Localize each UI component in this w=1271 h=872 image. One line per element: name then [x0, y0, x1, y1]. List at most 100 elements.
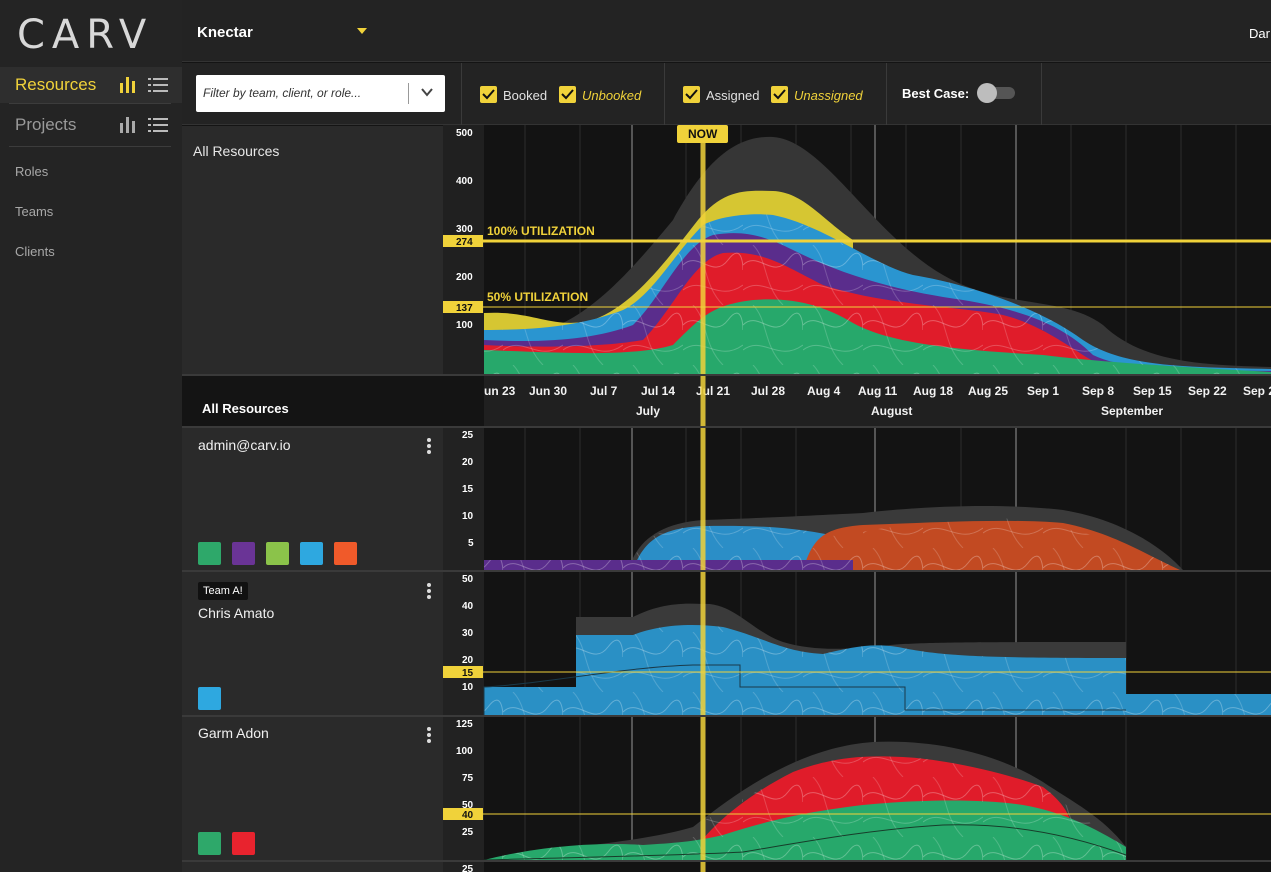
y-tick: 25: [462, 864, 474, 872]
capacity-badge-text: 274: [456, 237, 473, 248]
unbooked-checkbox[interactable]: [559, 86, 576, 103]
summary-title: All Resources: [193, 143, 280, 159]
role-color-chip: [300, 542, 323, 565]
utilization-100-label: 100% UTILIZATION: [487, 224, 595, 238]
assigned-checkbox[interactable]: [683, 86, 700, 103]
list-icon[interactable]: [148, 77, 168, 93]
y-tick: 300: [456, 224, 473, 235]
date-label: Sep 1: [1027, 384, 1059, 398]
y-tick: 10: [462, 511, 474, 522]
bar-chart-icon[interactable]: [119, 117, 137, 133]
role-color-chip: [198, 832, 221, 855]
resource-name[interactable]: Chris Amato: [198, 605, 275, 621]
y-tick: 100: [456, 320, 473, 331]
date-labels: un 23 Jun 30 Jul 7 Jul 14 Jul 21 Jul 28 …: [484, 384, 1271, 418]
y-tick: 50: [462, 574, 474, 585]
y-tick: 75: [462, 773, 474, 784]
filter-separator: [461, 63, 462, 125]
date-label: Sep 2: [1243, 384, 1271, 398]
filter-placeholder: Filter by team, client, or role...: [203, 86, 362, 100]
org-name[interactable]: Knectar: [197, 24, 253, 41]
kebab-menu-icon[interactable]: [427, 438, 431, 456]
filter-divider: [408, 83, 409, 104]
month-label: July: [636, 404, 660, 418]
role-color-chip: [232, 542, 255, 565]
filter-select[interactable]: Filter by team, client, or role...: [196, 75, 445, 112]
bar-chart-icon[interactable]: [119, 77, 137, 93]
date-label: Aug 18: [913, 384, 953, 398]
date-label: Jul 14: [641, 384, 675, 398]
role-color-chip: [266, 542, 289, 565]
booked-label[interactable]: Booked: [503, 88, 548, 103]
org-dropdown-icon[interactable]: [357, 28, 367, 34]
row-y-axis: [443, 428, 484, 570]
capacity-badge: [443, 235, 483, 247]
date-label: un 23: [484, 384, 516, 398]
filter-bar: Filter by team, client, or role... Booke…: [182, 63, 1271, 125]
resource-name[interactable]: Garm Adon: [198, 725, 269, 741]
now-label: NOW: [688, 127, 718, 141]
summary-y-axis: [443, 125, 484, 375]
timeline-charts: 100% UTILIZATION 50% UTILIZATION 500 400…: [443, 125, 1271, 872]
row-separator: [182, 570, 1271, 572]
kebab-menu-icon[interactable]: [427, 727, 431, 745]
user-name[interactable]: Dar: [1249, 26, 1270, 41]
filter-separator: [664, 63, 665, 125]
y-tick: 50: [462, 800, 474, 811]
y-tick: 30: [462, 628, 474, 639]
resource-panel-garm: Garm Adon: [182, 717, 443, 860]
resource-name[interactable]: admin@carv.io: [198, 437, 291, 453]
row-separator: [182, 374, 1271, 376]
assigned-label[interactable]: Assigned: [706, 88, 760, 103]
now-marker[interactable]: [677, 125, 728, 143]
check-icon: [685, 89, 698, 100]
date-label: Jul 7: [590, 384, 618, 398]
resource-chart-admin: 25 20 15 10 5: [443, 428, 1271, 570]
half-capacity-badge: [443, 301, 483, 313]
resource-panel-next: [182, 862, 443, 872]
date-label: Sep 22: [1188, 384, 1227, 398]
kebab-menu-icon[interactable]: [427, 583, 431, 601]
row-y-axis: [443, 572, 484, 715]
date-label: Aug 4: [807, 384, 841, 398]
date-label: Aug 25: [968, 384, 1008, 398]
unbooked-label[interactable]: Unbooked: [582, 88, 642, 103]
row-y-axis: [443, 717, 484, 860]
check-icon: [561, 89, 574, 100]
topo-overlay: [484, 756, 1126, 860]
axis-header-left: All Resources: [182, 376, 484, 426]
chevron-down-icon[interactable]: [420, 85, 434, 99]
nav-clients[interactable]: Clients: [15, 244, 55, 259]
month-label: August: [871, 404, 912, 418]
month-label: September: [1101, 404, 1163, 418]
utilization-50-label: 50% UTILIZATION: [487, 290, 588, 304]
y-tick: 10: [462, 682, 474, 693]
capacity-badge-text: 15: [462, 668, 474, 679]
team-badge: Team A!: [198, 582, 248, 600]
list-icon[interactable]: [148, 117, 168, 133]
nav-teams[interactable]: Teams: [15, 204, 54, 219]
timeline-axis: [484, 376, 1271, 426]
booked-checkbox[interactable]: [480, 86, 497, 103]
nav-divider: [9, 146, 171, 147]
nav-projects[interactable]: Projects: [0, 107, 182, 143]
y-tick: 5: [468, 538, 474, 549]
nav-roles[interactable]: Roles: [15, 164, 49, 179]
unassigned-label[interactable]: Unassigned: [794, 88, 863, 103]
top-header: Knectar Dar: [182, 0, 1271, 62]
best-case-label: Best Case:: [902, 86, 970, 101]
assignment-outline: [483, 824, 1127, 861]
filter-separator: [1041, 63, 1042, 125]
resource-chart-next: 25: [443, 862, 1271, 872]
y-tick: 500: [456, 128, 473, 139]
toggle-knob[interactable]: [977, 83, 997, 103]
capacity-badge: [443, 808, 483, 820]
y-tick: 400: [456, 176, 473, 187]
y-tick: 125: [456, 719, 473, 730]
nav-resources[interactable]: Resources: [0, 67, 182, 103]
unassigned-checkbox[interactable]: [771, 86, 788, 103]
date-label: Sep 15: [1133, 384, 1172, 398]
best-case-toggle[interactable]: [977, 83, 1017, 103]
nav-divider: [9, 103, 171, 104]
